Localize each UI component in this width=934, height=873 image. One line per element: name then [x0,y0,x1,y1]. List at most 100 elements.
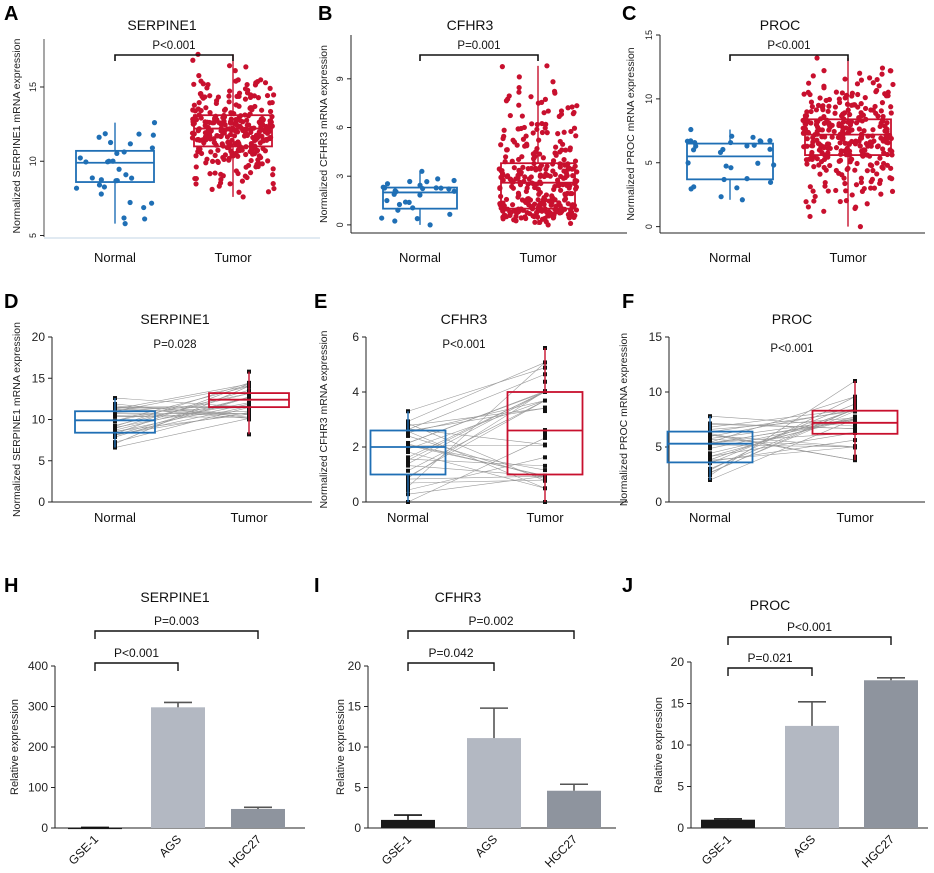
y-tick-label: 0 [655,495,662,509]
data-point [197,137,203,143]
data-point [840,135,846,141]
pair-line [407,475,546,495]
pair-line [709,409,856,461]
x-category-label: HGC27 [859,832,897,870]
data-point [549,193,555,199]
y-tick-label: 3 [335,174,345,179]
data-point [868,143,874,149]
box-normal [369,429,447,476]
data-point [750,134,756,140]
box-normal [666,430,754,464]
x-category-label: Tumor [214,250,252,265]
data-point [883,139,890,145]
data-point [519,113,525,119]
data-point [396,201,403,208]
y-tick-label: 9 [335,76,345,81]
data-point [507,112,513,119]
data-point [249,107,255,113]
y-tick-label: 10 [28,156,38,166]
box-normal [74,410,156,434]
data-point [728,165,734,171]
data-point [89,175,95,181]
pair-line [407,423,546,482]
data-point [565,201,571,207]
data-point [837,122,844,128]
y-tick-label: 0 [38,495,45,509]
pair-line [407,457,546,491]
data-point [561,157,567,163]
data-point [113,423,117,428]
data-point [503,154,509,160]
data-point [837,198,843,205]
data-point [379,215,385,221]
data-point [219,121,226,127]
panel-title: PROC [772,311,812,327]
data-point [265,189,272,195]
data-point [226,63,233,69]
data-point [222,152,228,158]
data-point [255,95,262,101]
data-point [565,105,571,111]
data-point [544,130,550,136]
y-tick-label: 0 [354,821,361,835]
data-point [813,107,820,113]
data-point [546,198,552,204]
data-point [846,148,853,154]
data-point [854,81,861,87]
data-point [237,118,244,124]
data-point [888,110,894,116]
data-point [232,68,238,74]
data-point [804,109,810,115]
data-point [198,107,204,114]
significance-bracket [94,662,179,671]
data-point [544,163,550,169]
pair-line [407,479,546,484]
panel-letter: H [4,575,18,597]
data-point [543,432,547,437]
data-point [551,88,558,94]
data-point [723,163,729,169]
data-point [407,178,413,185]
data-point [868,185,874,191]
data-point [242,130,249,136]
y-tick-label: 0 [352,495,359,509]
bar-ags [785,725,839,828]
data-point [807,184,813,190]
data-point [881,160,887,167]
pair-line [114,412,250,436]
pair-line [709,418,856,481]
data-point [708,454,712,459]
data-point [248,149,254,155]
panel-title: SERPINE1 [140,589,209,605]
significance-bracket [727,636,892,645]
data-point [254,147,261,154]
data-point [203,105,209,111]
data-point [532,219,538,225]
pair-line [407,391,546,465]
data-point [856,126,862,132]
data-point [852,167,858,173]
data-point [542,122,548,128]
data-point [244,117,250,123]
pair-line [407,390,546,479]
data-point [262,80,269,86]
data-point [804,161,810,167]
data-point [811,164,817,170]
data-point [874,171,880,177]
data-point [202,130,208,136]
data-point [560,141,566,147]
y-tick-label: 15 [32,371,46,385]
data-point [839,172,845,178]
bar-hgc27 [547,790,601,828]
data-point [244,90,251,96]
data-point [384,181,391,187]
data-point [500,135,506,142]
data-point [867,75,873,81]
data-point [73,185,80,191]
data-point [519,154,525,160]
data-point [114,150,120,156]
data-point [121,215,127,221]
data-point [861,147,867,153]
bar-gse-1 [701,819,755,828]
data-point [544,63,550,69]
